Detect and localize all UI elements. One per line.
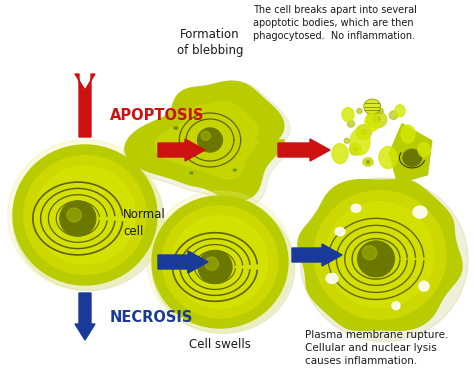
Ellipse shape [205, 257, 219, 270]
Polygon shape [389, 124, 432, 183]
Text: Cell swells: Cell swells [189, 338, 251, 351]
Polygon shape [158, 251, 208, 273]
Text: The cell breaks apart into several
apoptotic bodies, which are then
phagocytosed: The cell breaks apart into several apopt… [253, 5, 417, 41]
Ellipse shape [201, 131, 210, 140]
Ellipse shape [152, 196, 288, 328]
Ellipse shape [350, 129, 370, 155]
Ellipse shape [419, 281, 429, 291]
Ellipse shape [403, 149, 421, 166]
Circle shape [347, 120, 355, 127]
Polygon shape [158, 139, 205, 161]
Polygon shape [155, 102, 258, 179]
Circle shape [362, 130, 366, 135]
Polygon shape [75, 74, 95, 137]
Ellipse shape [174, 127, 178, 129]
Circle shape [389, 111, 398, 120]
Ellipse shape [363, 158, 373, 166]
Ellipse shape [395, 105, 405, 117]
Text: Normal
cell: Normal cell [123, 208, 166, 238]
Circle shape [366, 161, 370, 164]
Ellipse shape [326, 273, 338, 284]
Polygon shape [75, 293, 95, 340]
Circle shape [374, 117, 380, 123]
Ellipse shape [342, 108, 354, 121]
Ellipse shape [365, 114, 379, 131]
Ellipse shape [351, 204, 361, 212]
Polygon shape [123, 82, 291, 207]
Ellipse shape [349, 143, 361, 155]
Ellipse shape [366, 111, 387, 128]
Ellipse shape [401, 125, 415, 143]
Circle shape [354, 147, 357, 151]
Ellipse shape [8, 140, 163, 290]
Ellipse shape [190, 172, 193, 174]
Ellipse shape [35, 166, 136, 264]
Ellipse shape [363, 246, 377, 260]
Ellipse shape [413, 206, 427, 218]
Text: Formation
of blebbing: Formation of blebbing [177, 28, 243, 57]
Ellipse shape [24, 156, 146, 274]
Ellipse shape [379, 147, 397, 168]
Ellipse shape [326, 202, 434, 308]
Ellipse shape [233, 169, 237, 171]
Ellipse shape [332, 144, 348, 164]
Ellipse shape [173, 216, 268, 308]
Ellipse shape [198, 128, 222, 152]
Ellipse shape [198, 250, 232, 284]
Ellipse shape [152, 201, 295, 333]
Ellipse shape [13, 151, 164, 291]
Ellipse shape [356, 124, 372, 140]
Polygon shape [278, 139, 330, 161]
Ellipse shape [162, 206, 278, 318]
Ellipse shape [147, 191, 293, 333]
Ellipse shape [392, 302, 400, 310]
Text: APOPTOSIS: APOPTOSIS [110, 108, 204, 123]
Ellipse shape [67, 208, 82, 222]
Ellipse shape [357, 241, 394, 277]
Circle shape [357, 108, 362, 114]
Polygon shape [298, 180, 462, 331]
Ellipse shape [60, 201, 96, 236]
Circle shape [344, 138, 349, 143]
Text: NECROSIS: NECROSIS [110, 309, 193, 324]
Text: Plasma membrane rupture.
Cellular and nuclear lysis
causes inflammation.: Plasma membrane rupture. Cellular and nu… [305, 330, 448, 365]
Ellipse shape [300, 178, 468, 341]
Circle shape [378, 108, 383, 114]
Ellipse shape [335, 227, 345, 236]
Ellipse shape [13, 145, 157, 285]
Ellipse shape [418, 143, 430, 157]
Polygon shape [292, 244, 342, 266]
Ellipse shape [314, 191, 446, 319]
Polygon shape [125, 81, 284, 200]
Ellipse shape [364, 99, 381, 114]
